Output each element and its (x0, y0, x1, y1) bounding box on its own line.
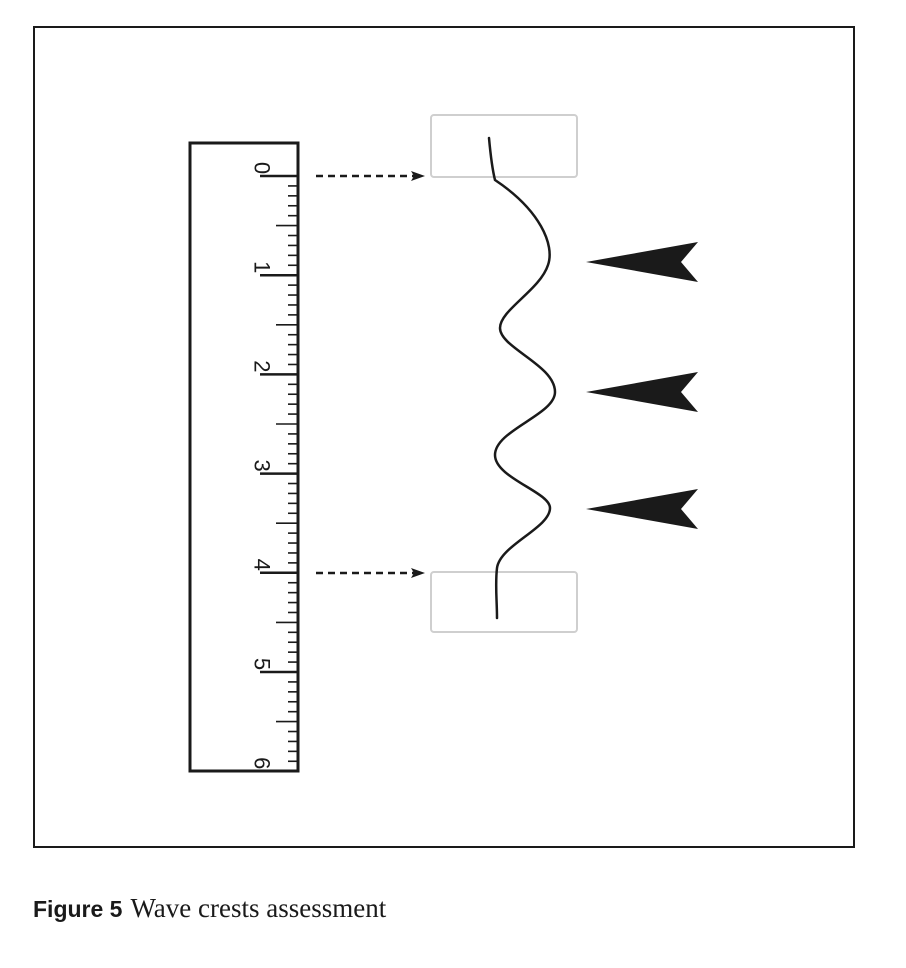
ruler-label: 1 (250, 261, 275, 273)
caption-label: Figure 5 (33, 896, 123, 922)
figure-caption: Figure 5 Wave crests assessment (33, 893, 386, 924)
ruler-label: 3 (250, 459, 275, 471)
ruler-labels: 0 1 2 3 4 5 6 (250, 162, 275, 769)
ruler-label: 6 (250, 757, 275, 769)
ruler-label: 0 (250, 162, 275, 174)
ruler-label: 4 (250, 559, 275, 571)
crest-arrow-2 (586, 372, 698, 412)
caption-text: Wave crests assessment (130, 893, 387, 923)
wavy-fiber (487, 136, 557, 620)
ruler-label: 2 (250, 360, 275, 372)
crest-arrow-1 (586, 242, 698, 282)
crest-arrow-3 (586, 489, 698, 529)
ruler-ticks (260, 174, 298, 763)
bottom-clamp (430, 571, 578, 633)
ruler (188, 141, 300, 773)
top-clamp (430, 114, 578, 178)
ruler-label: 5 (250, 658, 275, 670)
